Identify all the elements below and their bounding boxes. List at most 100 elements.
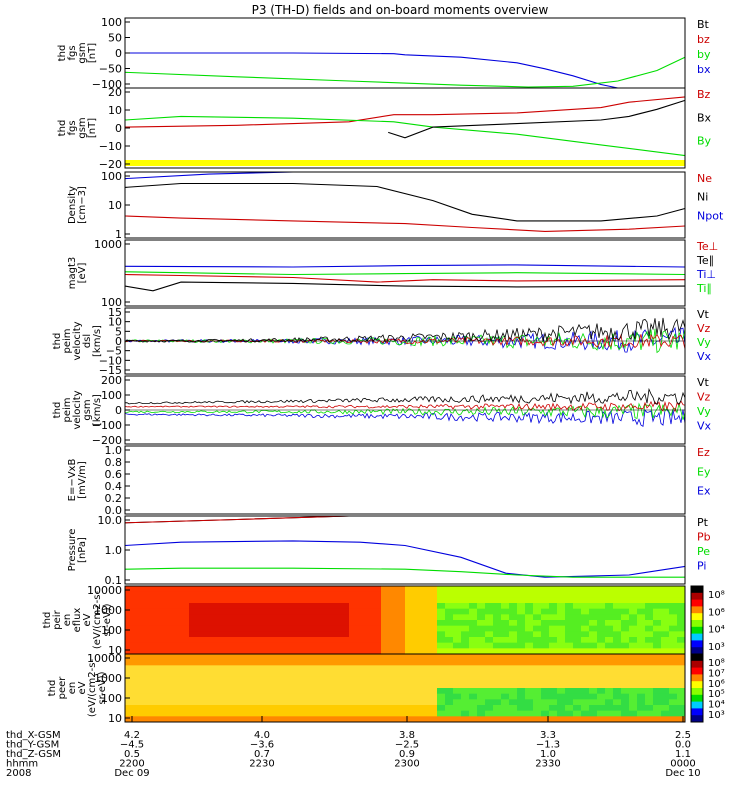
heatmap-cell [565,614,574,621]
heatmap-cell [549,699,558,706]
heatmap-cell [509,705,518,712]
heatmap-cell [317,642,326,649]
legend-Pb: Pb [697,531,711,544]
heatmap-cell [589,608,598,615]
heatmap-cell [541,682,550,689]
heatmap-cell [517,642,526,649]
noise-blue [124,409,686,427]
heatmap-cell [213,631,222,638]
heatmap-cell [629,716,638,723]
heatmap-cell [173,705,182,712]
heatmap-cell [277,659,286,666]
heatmap-cell [293,614,302,621]
heatmap-cell [493,699,502,706]
y-axis-label: thd [57,45,68,62]
heatmap-cell [645,642,654,649]
heatmap-cell [533,614,542,621]
heatmap-cell [277,603,286,610]
heatmap-cell [653,665,662,672]
heatmap-cell [613,614,622,621]
heatmap-cell [205,665,214,672]
heatmap-cell [301,597,310,604]
heatmap-cell [301,642,310,649]
heatmap-cell [365,688,374,695]
heatmap-cell [645,682,654,689]
heatmap-cell [341,614,350,621]
heatmap-cell [597,654,606,661]
heatmap-cell [533,705,542,712]
heatmap-cell [221,642,230,649]
legend-Te∥: Te∥ [696,254,714,267]
heatmap-cell [637,659,646,666]
heatmap-cell [189,614,198,621]
heatmap-cell [165,659,174,666]
heatmap-cell [301,716,310,723]
y-tick-label: −50 [99,63,122,76]
heatmap-cell [277,620,286,627]
heatmap-cell [613,603,622,610]
heatmap-cell [309,586,318,593]
heatmap-cell [141,597,150,604]
heatmap-cell [573,631,582,638]
heatmap-cell [541,631,550,638]
heatmap-cell [613,682,622,689]
y-axis-label: [km/s] [92,325,103,357]
heatmap-cell [221,625,230,632]
heatmap-cell [405,614,414,621]
heatmap-cell [669,659,678,666]
heatmap-cell [333,603,342,610]
heatmap-cell [437,659,446,666]
heatmap-cell [477,597,486,604]
heatmap-cell [573,637,582,644]
colorbar-band [691,586,703,594]
heatmap-cell [445,642,454,649]
heatmap-cell [253,614,262,621]
heatmap-cell [181,688,190,695]
heatmap-cell [565,710,574,717]
heatmap-cell [541,710,550,717]
heatmap-cell [493,665,502,672]
heatmap-cell [133,614,142,621]
heatmap-cell [365,693,374,700]
heatmap-cell [429,597,438,604]
heatmap-cell [565,676,574,683]
heatmap-cell [165,591,174,598]
heatmap-cell [157,591,166,598]
heatmap-cell [165,710,174,717]
noise-green [124,328,686,354]
heatmap-cell [653,586,662,593]
heatmap-cell [285,642,294,649]
heatmap-cell [565,705,574,712]
heatmap-cell [533,620,542,627]
heatmap-cell [349,710,358,717]
heatmap-cell [437,699,446,706]
heatmap-cell [157,648,166,655]
heatmap-cell [269,637,278,644]
heatmap-cell [469,625,478,632]
heatmap-cell [421,710,430,717]
y-tick-label: −20 [99,158,122,171]
heatmap-cell [245,625,254,632]
heatmap-cell [397,603,406,610]
heatmap-cell [189,710,198,717]
heatmap-cell [149,716,158,723]
heatmap-cell [261,648,270,655]
heatmap-cell [197,710,206,717]
heatmap-cell [141,620,150,627]
heatmap-cell [645,625,654,632]
heatmap-cell [621,654,630,661]
heatmap-cell [357,614,366,621]
heatmap-cell [541,608,550,615]
heatmap-cell [373,654,382,661]
heatmap-cell [141,631,150,638]
series-Te⊥ [124,273,686,283]
heatmap-cell [581,637,590,644]
heatmap-cell [477,665,486,672]
heatmap-cell [605,699,614,706]
heatmap-cell [237,597,246,604]
heatmap-cell [213,665,222,672]
colorbar-band [691,701,703,709]
heatmap-cell [125,586,134,593]
heatmap-cell [213,705,222,712]
